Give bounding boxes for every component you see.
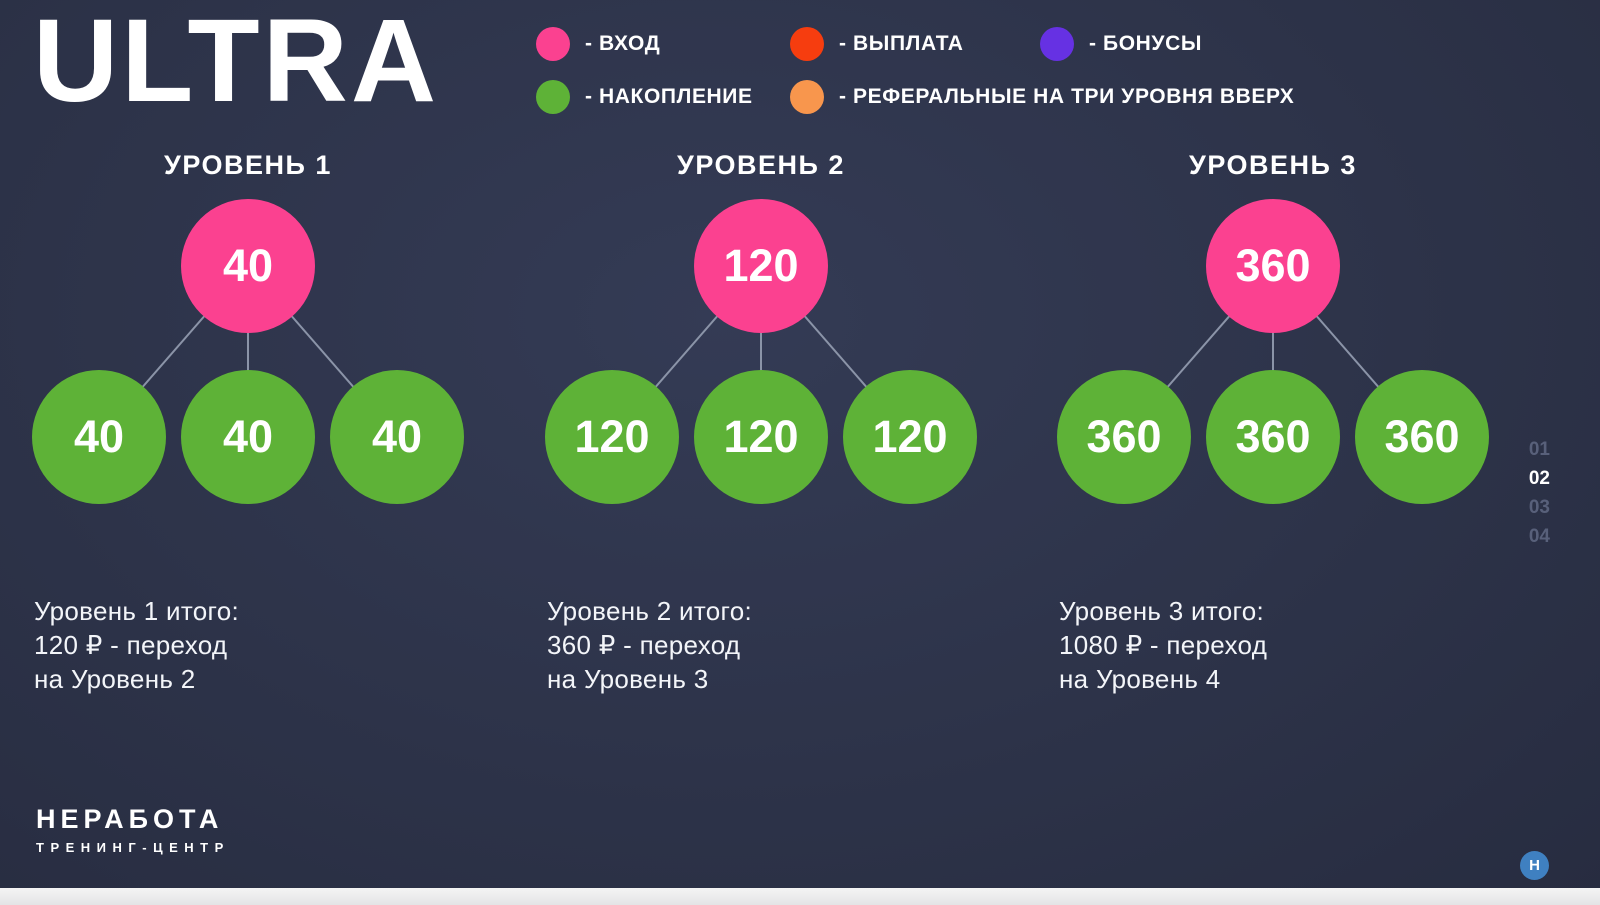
child-node: 120 bbox=[694, 370, 828, 504]
legend-item-referral: - РЕФЕРАЛЬНЫЕ НА ТРИ УРОВНЯ ВВЕРХ bbox=[790, 80, 1294, 114]
level-1-diagram: УРОВЕНЬ 1 40 40 40 40 Уровень 1 итого: 1… bbox=[32, 150, 464, 720]
player-badge-icon[interactable]: H bbox=[1520, 851, 1549, 880]
nerabota-logo: НЕРАБОТА ТРЕНИНГ-ЦЕНТР bbox=[36, 804, 230, 855]
entry-color-icon bbox=[536, 27, 570, 61]
legend-label: - ВЫПЛАТА bbox=[839, 32, 964, 55]
legend: - ВХОД - ВЫПЛАТА - БОНУСЫ - НАКОПЛЕНИЕ -… bbox=[536, 27, 1294, 114]
child-node: 120 bbox=[545, 370, 679, 504]
legend-label: - БОНУСЫ bbox=[1089, 32, 1203, 55]
child-node: 360 bbox=[1206, 370, 1340, 504]
level-summary: Уровень 2 итого: 360 ₽ - переход на Уров… bbox=[547, 596, 753, 694]
slide-pagination: 01 02 03 04 bbox=[1529, 435, 1550, 551]
level-2-diagram: УРОВЕНЬ 2 120 120 120 120 Уровень 2 итог… bbox=[545, 150, 977, 720]
level-title: УРОВЕНЬ 1 bbox=[164, 150, 332, 180]
child-node: 40 bbox=[181, 370, 315, 504]
child-node: 360 bbox=[1057, 370, 1191, 504]
logo-subtitle: ТРЕНИНГ-ЦЕНТР bbox=[36, 840, 230, 855]
legend-item-payout: - ВЫПЛАТА bbox=[790, 27, 1040, 61]
entry-node: 360 bbox=[1206, 199, 1340, 333]
legend-item-bonuses: - БОНУСЫ bbox=[1040, 27, 1294, 61]
child-node: 40 bbox=[32, 370, 166, 504]
legend-item-accumulation: - НАКОПЛЕНИЕ bbox=[536, 80, 790, 114]
child-node: 360 bbox=[1355, 370, 1489, 504]
level-summary: Уровень 3 итого: 1080 ₽ - переход на Уро… bbox=[1059, 596, 1268, 694]
bottom-bar bbox=[0, 888, 1600, 905]
entry-node: 120 bbox=[694, 199, 828, 333]
legend-item-entry: - ВХОД bbox=[536, 27, 790, 61]
page-number-01[interactable]: 01 bbox=[1528, 439, 1550, 460]
level-summary: Уровень 1 итого: 120 ₽ - переход на Уров… bbox=[34, 596, 240, 694]
level-title: УРОВЕНЬ 3 bbox=[1189, 150, 1357, 180]
page-title: ULTRA bbox=[33, 0, 440, 127]
legend-label: - ВХОД bbox=[585, 32, 661, 55]
bonuses-color-icon bbox=[1040, 27, 1074, 61]
child-node: 40 bbox=[330, 370, 464, 504]
page-number-02-active[interactable]: 02 bbox=[1528, 468, 1550, 489]
legend-label: - НАКОПЛЕНИЕ bbox=[585, 85, 753, 108]
logo-wordmark: НЕРАБОТА bbox=[36, 804, 224, 834]
page-number-04[interactable]: 04 bbox=[1528, 526, 1550, 547]
referral-color-icon bbox=[790, 80, 824, 114]
accumulation-color-icon bbox=[536, 80, 570, 114]
level-title: УРОВЕНЬ 2 bbox=[677, 150, 845, 180]
level-3-diagram: УРОВЕНЬ 3 360 360 360 360 Уровень 3 итог… bbox=[1057, 150, 1489, 720]
legend-label: - РЕФЕРАЛЬНЫЕ НА ТРИ УРОВНЯ ВВЕРХ bbox=[839, 85, 1295, 108]
payout-color-icon bbox=[790, 27, 824, 61]
entry-node: 40 bbox=[181, 199, 315, 333]
child-node: 120 bbox=[843, 370, 977, 504]
page-number-03[interactable]: 03 bbox=[1528, 497, 1550, 518]
